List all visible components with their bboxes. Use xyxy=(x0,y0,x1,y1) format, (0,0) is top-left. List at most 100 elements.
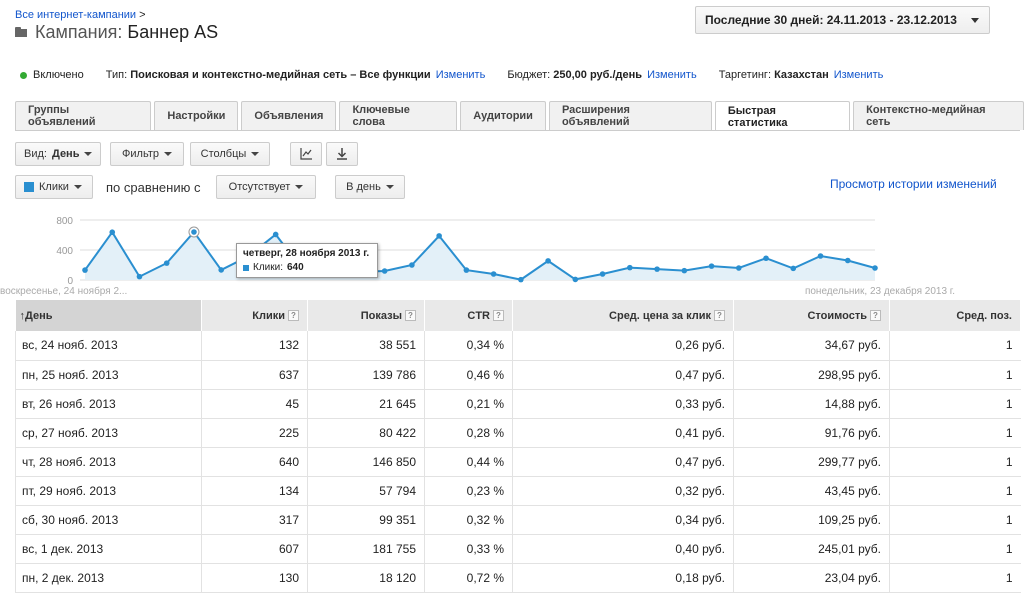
data-point xyxy=(735,265,742,271)
data-point xyxy=(109,229,116,236)
cell-avg-pos: 1 xyxy=(889,534,1021,564)
cell-avg-pos: 1 xyxy=(889,505,1021,535)
tab-ad-extensions[interactable]: Расширения объявлений xyxy=(548,101,712,130)
chevron-down-icon xyxy=(84,152,93,156)
cell-clicks: 225 xyxy=(201,418,308,448)
table-row: ср, 27 нояб. 2013 225 80 422 0,28 % 0,41 руб… xyxy=(15,418,1021,448)
cell-impressions: 21 645 xyxy=(307,389,425,419)
date-range-selector[interactable]: Последние 30 дней: 24.11.2013 - 23.12.20… xyxy=(695,6,990,34)
data-point xyxy=(463,267,470,273)
col-header-day[interactable]: ↑День xyxy=(15,300,202,331)
cell-day: пт, 29 нояб. 2013 xyxy=(15,476,202,506)
cell-ctr: 0,28 % xyxy=(424,418,513,448)
tab-settings[interactable]: Настройки xyxy=(154,101,239,130)
col-header-avg-cpc[interactable]: Сред. цена за клик? xyxy=(512,300,734,331)
col-header-avg-pos[interactable]: Сред. поз. xyxy=(889,300,1021,331)
cell-ctr: 0,44 % xyxy=(424,447,513,477)
cell-clicks: 132 xyxy=(201,331,308,361)
sort-arrow-icon: ↑ xyxy=(19,309,26,322)
chevron-down-icon xyxy=(251,152,260,156)
col-header-impressions[interactable]: Показы? xyxy=(307,300,425,331)
compare-dropdown[interactable]: Отсутствует xyxy=(216,175,316,199)
data-point xyxy=(490,271,497,277)
chart-toggle-button[interactable] xyxy=(290,142,322,166)
cell-impressions: 38 551 xyxy=(307,331,425,361)
cell-avg-cpc: 0,40 руб. xyxy=(512,534,734,564)
col-header-clicks[interactable]: Клики? xyxy=(201,300,308,331)
tooltip-series: Клики: xyxy=(253,262,283,273)
series-line xyxy=(84,230,876,281)
col-header-cost[interactable]: Стоимость? xyxy=(733,300,890,331)
chevron-down-icon xyxy=(163,152,172,156)
download-button[interactable] xyxy=(326,142,358,166)
tab-ad-groups[interactable]: Группы объявлений xyxy=(15,101,152,130)
cell-day: вт, 26 нояб. 2013 xyxy=(15,389,202,419)
edit-type-link[interactable]: Изменить xyxy=(435,69,486,81)
help-icon[interactable]: ? xyxy=(288,310,299,322)
title-label: Кампания: xyxy=(35,22,123,42)
status-dot-icon xyxy=(20,71,27,79)
tooltip-series-swatch xyxy=(243,264,249,271)
cell-day: сб, 30 нояб. 2013 xyxy=(15,505,202,535)
table-row: пн, 25 нояб. 2013 637 139 786 0,46 % 0,47 ру… xyxy=(15,360,1021,390)
cell-day: ср, 27 нояб. 2013 xyxy=(15,418,202,448)
cell-avg-pos: 1 xyxy=(889,360,1021,390)
view-value: День xyxy=(51,148,80,160)
data-point xyxy=(790,265,797,272)
cell-avg-cpc: 0,33 руб. xyxy=(512,389,734,419)
metric-label: Клики xyxy=(39,181,69,193)
data-point xyxy=(381,268,388,274)
period-dropdown[interactable]: В день xyxy=(335,175,405,199)
cell-cost: 298,95 руб. xyxy=(733,360,890,390)
cell-impressions: 146 850 xyxy=(307,447,425,477)
cell-clicks: 130 xyxy=(201,563,308,593)
cell-avg-pos: 1 xyxy=(889,447,1021,477)
compare-label: по сравнению с xyxy=(106,180,201,195)
cell-cost: 299,77 руб. xyxy=(733,447,890,477)
help-icon[interactable]: ? xyxy=(493,310,504,322)
cell-clicks: 134 xyxy=(201,476,308,506)
period-value: В день xyxy=(346,181,381,193)
cell-avg-cpc: 0,47 руб. xyxy=(512,360,734,390)
budget-value: 250,00 руб./день xyxy=(553,69,643,81)
help-icon[interactable]: ? xyxy=(870,310,881,322)
tab-quick-stats[interactable]: Быстрая статистика xyxy=(714,101,851,131)
cell-cost: 109,25 руб. xyxy=(733,505,890,535)
cell-cost: 14,88 руб. xyxy=(733,389,890,419)
tabs-divider xyxy=(15,130,1020,131)
chevron-down-icon xyxy=(295,185,304,189)
view-dropdown[interactable]: Вид: День xyxy=(15,142,102,166)
help-icon[interactable]: ? xyxy=(714,310,725,322)
tooltip-value: 640 xyxy=(287,262,304,273)
data-point xyxy=(409,262,415,268)
change-history-link[interactable]: Просмотр истории изменений xyxy=(830,177,997,191)
chevron-down-icon xyxy=(385,185,394,189)
cell-avg-cpc: 0,26 руб. xyxy=(512,331,734,361)
chart-tooltip: четверг, 28 ноября 2013 г. Клики: 640 xyxy=(236,243,378,278)
y-tick-label: 800 xyxy=(56,216,73,227)
tab-ads[interactable]: Объявления xyxy=(241,101,337,130)
cell-ctr: 0,23 % xyxy=(424,476,513,506)
cell-clicks: 640 xyxy=(201,447,308,477)
columns-dropdown[interactable]: Столбцы xyxy=(190,142,270,166)
cell-ctr: 0,32 % xyxy=(424,505,513,535)
edit-targeting-link[interactable]: Изменить xyxy=(833,69,884,81)
tab-keywords[interactable]: Ключевые слова xyxy=(339,101,458,130)
filter-dropdown[interactable]: Фильтр xyxy=(110,142,184,166)
breadcrumb-link[interactable]: Все интернет-кампании xyxy=(15,9,137,21)
cell-clicks: 317 xyxy=(201,505,308,535)
budget-label: Бюджет: xyxy=(507,69,551,81)
tab-display-network[interactable]: Контекстно-медийная сеть xyxy=(853,101,1024,130)
series-color-swatch xyxy=(24,182,34,192)
help-icon[interactable]: ? xyxy=(405,310,416,322)
tab-audiences[interactable]: Аудитории xyxy=(460,101,546,130)
cell-clicks: 45 xyxy=(201,389,308,419)
col-header-ctr[interactable]: CTR? xyxy=(424,300,513,331)
data-point xyxy=(191,229,197,235)
view-label: Вид: xyxy=(24,148,47,160)
metric-dropdown[interactable]: Клики xyxy=(15,175,93,199)
x-start-label: воскресенье, 24 ноября 2... xyxy=(0,285,127,297)
type-label: Тип: xyxy=(105,69,128,81)
edit-budget-link[interactable]: Изменить xyxy=(647,69,697,81)
cell-clicks: 637 xyxy=(201,360,308,390)
